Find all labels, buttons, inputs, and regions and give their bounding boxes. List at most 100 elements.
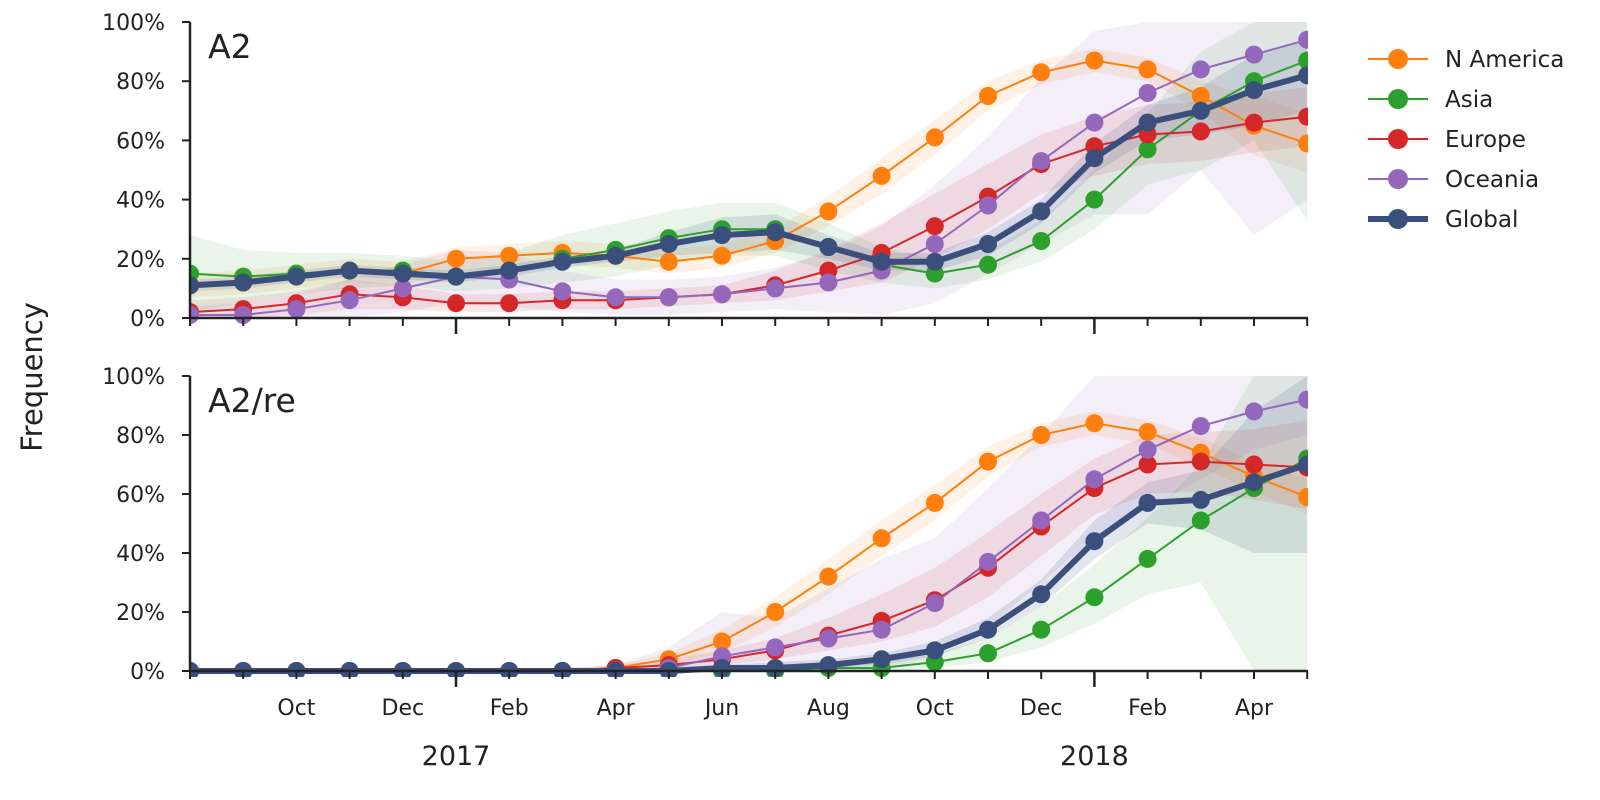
point-global: [393, 662, 412, 677]
point-asia: [1138, 549, 1157, 568]
chart-panels: 0% 20% 40% 60% 80% 100% A2 0% 20% 40% 60% 80% 100% A2…: [102, 11, 1309, 772]
y-tick-label: 40%: [116, 189, 165, 214]
legend-marker: [1388, 209, 1408, 229]
x-tick-label: Dec: [1020, 696, 1063, 721]
point-global: [659, 662, 678, 677]
point-global: [1085, 532, 1104, 551]
point-oceania: [659, 288, 678, 307]
y-tick-label: 20%: [116, 248, 165, 273]
point-global: [1245, 473, 1263, 492]
point-oceania: [1298, 390, 1308, 409]
y-tick-label: 0%: [130, 307, 165, 332]
point-n-america: [500, 246, 519, 265]
point-oceania: [766, 638, 785, 657]
point-europe: [1138, 455, 1157, 474]
point-global: [659, 235, 678, 253]
point-n-america: [979, 452, 997, 471]
line-global: [190, 72, 1308, 289]
legend-entry-asia: Asia: [1368, 87, 1493, 113]
series-global: [190, 66, 1308, 295]
point-global: [766, 659, 785, 677]
y-axis-label: Frequency: [15, 302, 49, 452]
legend-label: Asia: [1445, 87, 1493, 113]
point-global: [500, 662, 519, 677]
point-asia: [1298, 51, 1308, 70]
point-oceania: [190, 306, 199, 324]
legend-label: Global: [1445, 207, 1518, 233]
point-n-america: [713, 246, 731, 265]
y-tick-label: 80%: [116, 424, 165, 449]
point-global: [979, 620, 997, 639]
point-europe: [925, 217, 944, 236]
band-europe: [190, 87, 1308, 318]
point-global: [447, 267, 465, 286]
legend-label: Europe: [1445, 127, 1526, 153]
point-europe: [1191, 122, 1210, 141]
point-global: [1191, 490, 1210, 509]
point-oceania: [979, 552, 997, 571]
y-tick-label: 100%: [102, 11, 165, 36]
point-oceania: [1138, 440, 1157, 459]
point-n-america: [659, 252, 678, 271]
point-global: [872, 252, 891, 271]
legend-marker: [1388, 169, 1408, 189]
point-oceania: [393, 279, 412, 298]
point-n-america: [819, 202, 838, 221]
legend: N America Asia Europe Oceania Global: [1368, 47, 1564, 233]
x-tick-label: Feb: [1128, 696, 1167, 721]
point-n-america: [925, 493, 944, 512]
point-oceania: [819, 629, 838, 648]
legend-entry-europe: Europe: [1368, 127, 1526, 153]
x-tick-label: Dec: [382, 696, 425, 721]
point-global: [819, 656, 838, 675]
point-asia: [979, 644, 997, 663]
point-global: [766, 223, 785, 242]
point-asia: [1138, 140, 1157, 159]
point-global: [500, 261, 519, 280]
legend-marker: [1388, 129, 1408, 149]
y-tick-label: 80%: [116, 70, 165, 95]
point-global: [979, 235, 997, 253]
point-global: [1298, 455, 1308, 474]
point-n-america: [1032, 63, 1051, 82]
band-global: [190, 39, 1308, 292]
point-global: [287, 267, 306, 286]
point-oceania: [925, 235, 944, 253]
point-n-america: [1298, 134, 1308, 153]
x-tick-label: Feb: [490, 696, 529, 721]
point-asia: [1032, 232, 1051, 250]
x-tick-label: Jun: [703, 696, 739, 721]
point-n-america: [1085, 51, 1104, 70]
point-n-america: [819, 567, 838, 586]
point-global: [287, 662, 306, 677]
point-global: [925, 252, 944, 271]
y-tick-label: 0%: [130, 660, 165, 685]
point-oceania: [287, 300, 306, 319]
x-tick-label: Apr: [597, 696, 636, 721]
point-global: [234, 273, 253, 292]
series-oceania: [190, 30, 1308, 324]
point-global: [1032, 202, 1051, 221]
y-tick-label: 60%: [116, 129, 165, 154]
point-europe: [1245, 455, 1263, 474]
point-global: [447, 662, 465, 677]
band-europe: [190, 420, 1308, 671]
y-tick-label: 20%: [116, 601, 165, 626]
band-asia: [190, 22, 1308, 313]
x-tick-label: Oct: [916, 696, 954, 721]
band-global: [190, 376, 1308, 671]
series-lines: [190, 30, 1308, 324]
point-europe: [1298, 107, 1308, 126]
y-tick-label: 100%: [102, 365, 165, 390]
point-n-america: [925, 128, 944, 147]
line-oceania: [190, 38, 1308, 316]
point-oceania: [872, 620, 891, 639]
legend-entry-oceania: Oceania: [1368, 167, 1539, 193]
point-global: [872, 650, 891, 669]
point-asia: [1032, 620, 1051, 639]
point-n-america: [766, 603, 785, 621]
x-tick-label: Apr: [1235, 696, 1274, 721]
point-oceania: [1191, 417, 1210, 436]
point-n-america: [1298, 488, 1308, 506]
